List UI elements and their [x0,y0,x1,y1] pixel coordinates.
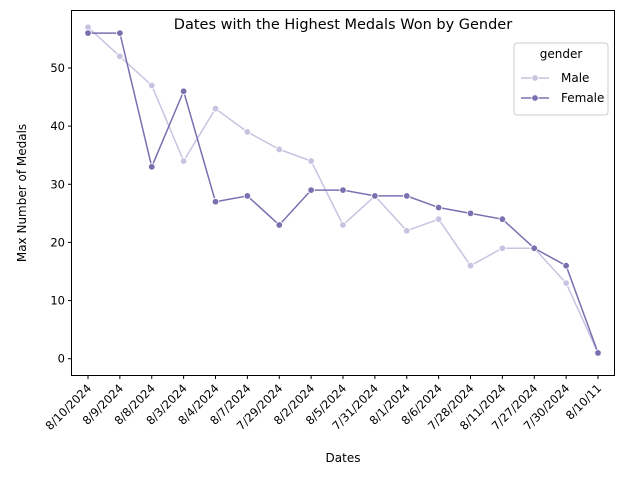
data-point [530,244,538,252]
data-point [498,244,507,252]
data-point [243,192,252,200]
data-point [562,261,570,270]
y-tick-label: 50 [50,61,65,75]
y-axis-label: Max Number of Medals [15,124,29,262]
series-female [84,29,602,357]
y-tick-label: 10 [50,294,65,308]
data-point [307,157,315,165]
data-point [179,87,188,95]
data-point [307,186,315,194]
data-point [466,261,475,270]
data-point [84,29,92,37]
data-point [562,279,570,287]
legend: gender Male Female [513,42,609,116]
y-tick-label: 40 [50,119,65,133]
data-point [403,227,411,235]
data-point [179,157,188,165]
y-tick-label: 20 [50,235,65,249]
data-point [434,203,443,212]
data-point [339,186,347,194]
data-point [275,145,283,154]
data-point [594,349,602,357]
data-point [466,209,475,218]
y-tick-label: 30 [50,177,65,191]
data-point [403,192,411,200]
data-point [371,192,379,200]
data-point [116,52,124,61]
x-axis-label: Dates [326,451,361,465]
y-tick-label: 0 [58,352,65,366]
legend-label: Female [561,91,604,105]
chart-title: Dates with the Highest Medals Won by Gen… [174,17,512,33]
legend-title: gender [540,47,583,61]
x-axis: 8/10/20248/9/20248/8/20248/3/20248/4/202… [43,375,604,433]
data-point [116,29,124,37]
y-axis: 0 10 20 30 40 50 [50,61,72,366]
x-tick-label: 8/10/11 [563,381,604,422]
series-layer [84,23,602,357]
legend-swatch-marker [531,94,539,102]
data-point [498,215,507,223]
data-point [339,221,347,229]
data-point [148,163,156,171]
data-point [434,215,443,223]
data-point [275,221,283,229]
legend-swatch-marker [531,74,539,82]
data-point [211,198,220,206]
legend-label: Male [561,71,589,85]
data-point [148,81,156,90]
data-point [243,128,252,136]
data-point [211,104,220,113]
